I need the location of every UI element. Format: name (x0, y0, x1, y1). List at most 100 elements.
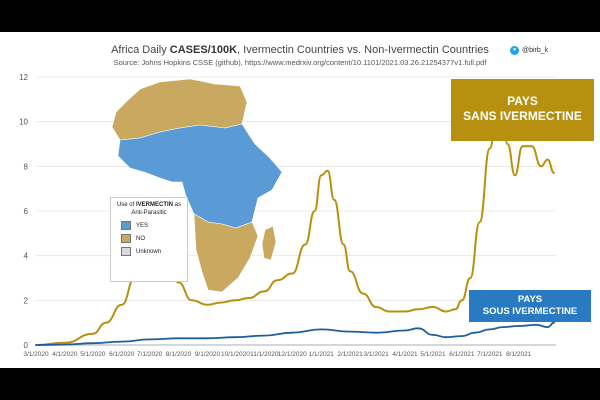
series-point (514, 174, 516, 177)
series-point (234, 299, 237, 302)
series-point (553, 172, 555, 174)
series-point (461, 335, 463, 337)
series-point (417, 308, 419, 311)
series-point (445, 336, 447, 339)
series-point (445, 310, 447, 313)
x-tick-label: 2/1/2021 (337, 351, 363, 358)
legend-item-unknown: Unknown (121, 247, 183, 256)
africa-map (111, 78, 283, 293)
series-point (120, 303, 123, 306)
twitter-handle[interactable]: ● @birb_k (510, 46, 548, 55)
series-point (502, 326, 504, 328)
series-point (291, 272, 294, 275)
series-point (432, 334, 434, 336)
series-point (177, 337, 180, 340)
series-point (546, 326, 549, 328)
x-axis: 3/1/2020 4/1/2020 5/1/2020 6/1/2020 7/1/2020… (23, 344, 556, 358)
legend-item-yes: YES (121, 221, 183, 230)
series-point (461, 299, 463, 302)
series-point (349, 330, 351, 333)
series-point (276, 279, 279, 282)
series-point (313, 210, 316, 212)
x-tick-label: 4/1/2021 (392, 351, 418, 358)
twitter-bird-icon: ● (510, 46, 519, 55)
series-point (326, 169, 329, 172)
series-point (535, 324, 538, 326)
series-point (469, 277, 472, 279)
series-point (517, 325, 520, 327)
series-point (404, 310, 406, 313)
x-tick-label: 1/1/2021 (309, 351, 335, 358)
series-point (333, 198, 336, 201)
series-point (64, 341, 66, 344)
series-point (404, 329, 406, 332)
series-point (546, 158, 549, 161)
x-tick-label: 4/1/2020 (52, 351, 78, 358)
series-point (148, 338, 151, 341)
series-point (263, 290, 266, 293)
series-point (291, 331, 294, 334)
series-point (375, 331, 377, 334)
legend-item-no: NO (121, 234, 183, 243)
series-point (263, 334, 266, 337)
series-point (506, 143, 509, 145)
y-tick-label: 6 (24, 207, 29, 216)
x-tick-label: 9/1/2020 (195, 351, 221, 358)
series-line (35, 321, 555, 346)
series-point (478, 221, 481, 224)
series-point (105, 321, 107, 324)
series-point (349, 270, 351, 273)
series-point (320, 328, 323, 331)
chart-frame: 0 2 4 6 8 10 12 3/1/2020 4/1/2020 5/1/2020 6/1/20… (0, 32, 600, 368)
legend-swatch-unknown (121, 247, 131, 256)
y-tick-label: 12 (19, 73, 28, 82)
legend-swatch-yes (121, 221, 131, 230)
legend-title: Use of IVERMECTIN as Anti-Parasitic (116, 202, 182, 216)
x-tick-label: 6/1/2020 (109, 351, 135, 358)
label-ivermectin: PAYS SOUS IVERMECTINE (469, 290, 591, 322)
series-point (219, 301, 222, 304)
series-point (454, 308, 457, 311)
chart-title: Africa Daily CASES/100K, Ivermectin Coun… (111, 44, 489, 56)
series-point (177, 281, 180, 284)
series-point (540, 165, 542, 168)
series-point (206, 303, 209, 306)
y-axis: 0 2 4 6 8 10 12 (19, 73, 28, 350)
series-point (234, 336, 237, 339)
series-point (304, 243, 307, 246)
label-non-ivermectin: PAYS SANS IVERMECTINE (451, 79, 594, 141)
x-tick-label: 6/1/2021 (449, 351, 475, 358)
y-tick-label: 8 (24, 162, 29, 171)
y-tick-label: 10 (19, 118, 28, 127)
series-ivermectin (35, 321, 555, 346)
chart-subtitle: Source: Johns Hopkins CSSE (github), htt… (113, 58, 487, 67)
africa-map-south-region (193, 213, 259, 293)
x-tick-label: 12/1/2020 (278, 351, 307, 358)
legend-swatch-no (121, 234, 131, 243)
madagascar (261, 225, 277, 261)
series-point (474, 331, 476, 334)
map-legend: Use of IVERMECTIN as Anti-Parasitic YES … (110, 197, 188, 282)
series-point (417, 327, 419, 330)
x-tick-label: 11/1/2020 (250, 351, 279, 358)
series-point (206, 337, 209, 340)
x-tick-label: 5/1/2020 (80, 351, 106, 358)
series-point (488, 328, 491, 331)
x-tick-label: 7/1/2020 (137, 351, 163, 358)
series-point (120, 340, 123, 343)
series-point (190, 299, 193, 302)
series-point (375, 306, 377, 308)
series-point (530, 145, 533, 148)
series-point (64, 343, 66, 346)
x-tick-label: 5/1/2021 (420, 351, 446, 358)
series-point (342, 243, 345, 246)
series-point (521, 145, 524, 148)
series-point (388, 310, 391, 313)
y-tick-label: 4 (24, 252, 29, 261)
series-point (247, 297, 250, 299)
x-tick-label: 7/1/2021 (477, 351, 503, 358)
series-point (488, 147, 491, 150)
series-point (35, 344, 37, 346)
series-point (91, 332, 94, 335)
